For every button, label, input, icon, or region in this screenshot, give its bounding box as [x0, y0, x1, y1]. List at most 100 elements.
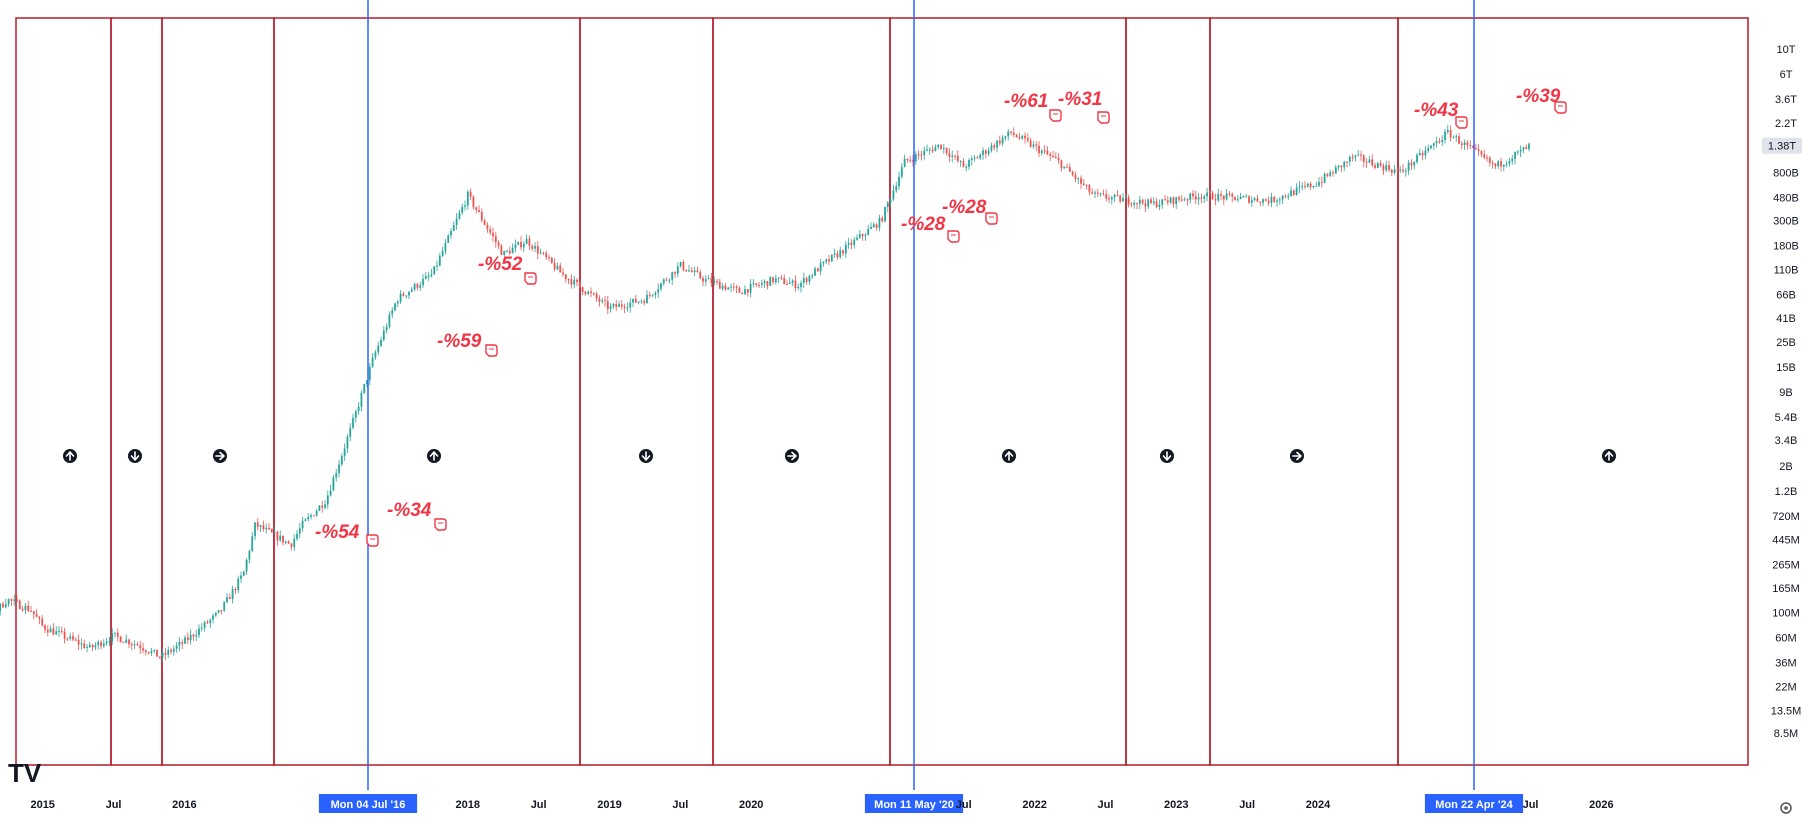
candle-body: [374, 352, 377, 358]
candle-body: [1124, 197, 1127, 199]
candle-body: [273, 532, 276, 534]
candle-body: [1418, 152, 1421, 155]
candle-body: [1178, 197, 1180, 200]
candle-body: [198, 628, 200, 636]
arrow-right-icon: [785, 449, 799, 463]
candle-body: [1066, 166, 1068, 168]
candle-body: [1021, 135, 1024, 139]
candle-body: [763, 281, 766, 284]
candle-body: [354, 411, 357, 418]
candle-body: [416, 284, 419, 288]
candle-body: [1444, 131, 1446, 141]
candle-body: [836, 253, 839, 258]
tradingview-logo: TV: [8, 758, 42, 788]
candle-body: [382, 330, 385, 340]
candle-body: [427, 275, 430, 277]
candle-body: [63, 631, 66, 639]
x-tick-label: 2016: [172, 799, 196, 811]
candle-body: [1360, 154, 1362, 156]
candle-body: [660, 283, 662, 289]
candle-body: [909, 160, 912, 162]
candle-body: [1091, 192, 1094, 194]
y-tick-label: 180B: [1773, 240, 1799, 252]
candle-body: [1225, 193, 1228, 200]
candle-body: [1298, 186, 1301, 188]
candle-body: [713, 281, 716, 284]
arrow-down-icon: [128, 449, 142, 463]
current-value-badge: [1762, 137, 1802, 154]
candle-body: [814, 268, 816, 276]
candle-body: [727, 287, 730, 290]
x-tick-label: Jul: [1239, 799, 1255, 811]
candle-body: [690, 270, 693, 273]
x-axis[interactable]: Jul 2015 Jul 2016 2018 Jul 2019 Jul 2020 Jul 2022 J…: [0, 799, 1614, 811]
candle-body: [419, 285, 422, 288]
y-tick-label: 265M: [1772, 560, 1800, 572]
candle-body: [276, 532, 279, 541]
candle-body: [290, 543, 293, 547]
candle-body: [847, 242, 850, 245]
candle-body: [119, 636, 122, 643]
candle-body: [615, 304, 618, 307]
candle-body: [296, 533, 298, 539]
candle-body: [2, 603, 4, 608]
candle-body: [237, 578, 240, 590]
candle-body: [500, 245, 503, 255]
candle-body: [1024, 135, 1026, 139]
candle-body: [251, 536, 254, 551]
candle-body: [371, 357, 374, 367]
candle-body: [1054, 156, 1057, 159]
candle-body: [175, 645, 178, 649]
candle-body: [1060, 160, 1063, 169]
candle-body: [1452, 137, 1455, 139]
candle-body: [1071, 171, 1074, 175]
candle-body: [1063, 166, 1066, 169]
candle-body: [1052, 155, 1054, 157]
candle-body: [114, 632, 116, 634]
y-tick-label: 3.6T: [1775, 94, 1797, 106]
candle-body: [1502, 164, 1505, 167]
candle-body: [130, 644, 133, 646]
candle-body: [1200, 197, 1203, 199]
candle-body: [24, 605, 27, 611]
candle-body: [256, 522, 259, 527]
candle-body: [643, 301, 646, 304]
drawdown-label: -%39: [1516, 86, 1561, 107]
x-tick-label: 2018: [456, 799, 480, 811]
candle-body: [270, 529, 273, 533]
logo: TV: [8, 758, 42, 788]
candle-body: [464, 205, 466, 207]
settings-gear-icon[interactable]: [1780, 802, 1792, 814]
candle-body: [758, 284, 760, 286]
candle-body: [1421, 152, 1424, 156]
cycle-lines: Mon 04 Jul '16 Mon 11 May '20 Mon 22 Apr '…: [318, 0, 1524, 813]
candle-body: [7, 599, 10, 605]
candle-body: [839, 250, 842, 258]
candle-body: [1088, 185, 1091, 193]
candle-body: [18, 600, 21, 609]
y-tick-label: 13.5M: [1771, 705, 1802, 717]
candle-body: [1354, 155, 1357, 158]
candle-body: [77, 640, 80, 645]
x-tick-label: 2024: [1306, 799, 1331, 811]
candle-body: [990, 145, 993, 151]
candle-body: [1122, 198, 1124, 202]
candle-body: [937, 144, 940, 148]
candle-body: [917, 154, 920, 156]
y-axis[interactable]: 10T 6T 3.6T 2.2T 800B 480B 300B 180B 110B 66B 41B 2…: [1762, 44, 1802, 814]
candle-body: [508, 250, 511, 254]
drawdown-label: -%54: [315, 522, 360, 543]
candle-body: [912, 160, 914, 162]
candle-body: [858, 234, 861, 238]
drawdown-label: -%61: [1004, 91, 1048, 112]
candle-body: [1130, 204, 1133, 206]
candle-body: [1463, 142, 1466, 145]
candle-body: [886, 202, 889, 208]
candle-body: [1057, 158, 1060, 161]
candle-body: [38, 616, 41, 619]
candle-body: [472, 196, 475, 208]
candle-body: [60, 631, 63, 633]
drawdown-label: -%31: [1058, 89, 1102, 110]
